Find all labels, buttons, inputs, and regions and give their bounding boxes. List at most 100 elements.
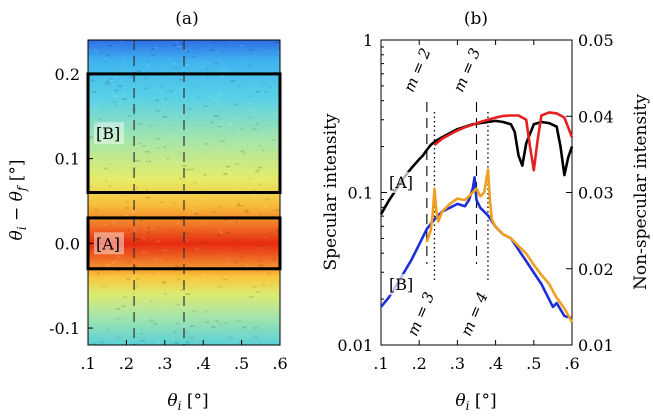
heatmap-speckle xyxy=(218,135,221,137)
plot-b-left-axis-label: Specular intensity xyxy=(321,113,341,270)
heatmap-speckle xyxy=(92,162,96,164)
heatmap-speckle xyxy=(118,80,123,83)
heatmap-speckle xyxy=(199,156,203,159)
heatmap-speckle xyxy=(204,311,208,313)
heatmap-speckle xyxy=(249,296,254,298)
heatmap-speckle xyxy=(187,202,192,205)
heatmap-speckle xyxy=(119,68,122,71)
heatmap-speckle xyxy=(264,236,267,239)
heatmap-speckle xyxy=(104,153,107,156)
heatmap-speckle xyxy=(265,198,270,200)
heatmap-speckle xyxy=(144,87,147,90)
heatmap-speckle xyxy=(140,333,143,335)
heatmap-speckle xyxy=(229,336,232,339)
heatmap-speckle xyxy=(172,202,176,204)
heatmap-speckle xyxy=(159,154,162,157)
heatmap-speckle xyxy=(143,228,148,231)
heatmap-speckle xyxy=(91,91,97,93)
heatmap-speckle xyxy=(263,194,267,196)
heatmap-speckle xyxy=(96,317,99,319)
heatmap-speckle xyxy=(182,211,185,213)
heatmap-speckle xyxy=(136,278,141,280)
heatmap-speckle xyxy=(213,42,217,44)
heatmap-speckle xyxy=(242,326,247,329)
heatmap-speckle xyxy=(227,165,231,168)
heatmap-speckle xyxy=(126,278,131,281)
heatmap-speckle xyxy=(197,96,200,99)
y-tick-label: 0.01 xyxy=(337,336,373,355)
heatmap-speckle xyxy=(255,169,260,172)
heatmap-speckle xyxy=(149,300,153,303)
heatmap-speckle xyxy=(135,187,138,189)
heatmap-speckle xyxy=(188,108,193,110)
heatmap-speckle xyxy=(217,205,221,208)
heatmap-speckle xyxy=(201,273,206,276)
heatmap-speckle xyxy=(273,116,278,118)
heatmap-speckle xyxy=(184,232,189,235)
heatmap-speckle xyxy=(241,272,246,275)
heatmap-speckle xyxy=(251,311,256,313)
reference-line-label: m = 2 xyxy=(400,45,434,94)
heatmap-speckle xyxy=(108,78,113,80)
heatmap-speckle xyxy=(216,51,220,53)
heatmap-speckle xyxy=(217,125,222,128)
heatmap-speckle xyxy=(147,227,152,230)
heatmap-speckle xyxy=(143,300,148,303)
heatmap-speckle xyxy=(116,336,121,339)
heatmap-speckle xyxy=(191,336,194,339)
heatmap-speckle xyxy=(203,105,208,107)
heatmap-speckle xyxy=(145,196,151,199)
heatmap-speckle xyxy=(239,204,244,207)
heatmap-speckle xyxy=(119,40,122,42)
heatmap-speckle xyxy=(141,251,147,253)
heatmap-speckle xyxy=(266,50,272,52)
heatmap-speckle xyxy=(117,85,120,87)
heatmap-speckle xyxy=(189,168,195,171)
heatmap-speckle xyxy=(252,128,258,130)
heatmap-speckle xyxy=(157,227,161,230)
heatmap-speckle xyxy=(213,115,217,117)
heatmap-speckle xyxy=(136,70,142,72)
heatmap-speckle xyxy=(165,281,168,283)
heatmap-speckle xyxy=(269,231,272,234)
group-label-bg xyxy=(387,172,417,193)
heatmap-speckle xyxy=(176,322,180,325)
heatmap-speckle xyxy=(235,118,239,120)
heatmap-speckle xyxy=(95,78,100,80)
heatmap-speckle xyxy=(201,145,204,147)
heatmap-speckle xyxy=(156,110,161,112)
heatmap-speckle xyxy=(235,220,239,223)
heatmap-speckle xyxy=(265,177,269,179)
heatmap-speckle xyxy=(252,194,256,196)
heatmap-speckle xyxy=(178,203,181,205)
heatmap-speckle xyxy=(151,54,156,56)
heatmap-x-axis-label: θi [°] xyxy=(167,391,208,413)
heatmap-speckle xyxy=(272,258,276,260)
heatmap-x-ticks: .1 .2 .3 .4 .5 .6 xyxy=(80,340,288,373)
heatmap-speckle xyxy=(205,68,210,70)
heatmap-speckle xyxy=(209,49,214,52)
heatmap-speckle xyxy=(90,79,95,82)
heatmap-speckle xyxy=(217,229,223,232)
heatmap-speckle xyxy=(154,160,157,162)
heatmap-speckle xyxy=(118,85,122,88)
heatmap-speckle xyxy=(147,231,150,234)
heatmap-speckle xyxy=(179,177,182,180)
heatmap-speckle xyxy=(106,80,111,83)
heatmap-speckle xyxy=(265,256,269,259)
heatmap-speckle xyxy=(117,224,120,227)
heatmap-speckle xyxy=(185,168,190,171)
heatmap-speckle xyxy=(179,87,185,89)
heatmap-speckle xyxy=(262,149,265,152)
heatmap-speckle xyxy=(160,258,164,261)
heatmap-speckle xyxy=(156,272,161,275)
heatmap-speckle xyxy=(233,239,237,241)
heatmap-speckle xyxy=(205,62,211,65)
heatmap-speckle xyxy=(131,211,135,213)
heatmap-speckle xyxy=(113,95,119,97)
heatmap-speckle xyxy=(116,308,121,310)
heatmap-speckle xyxy=(273,322,279,325)
heatmap-speckle xyxy=(238,170,244,173)
heatmap-speckle xyxy=(252,201,255,203)
heatmap-speckle xyxy=(192,208,197,211)
